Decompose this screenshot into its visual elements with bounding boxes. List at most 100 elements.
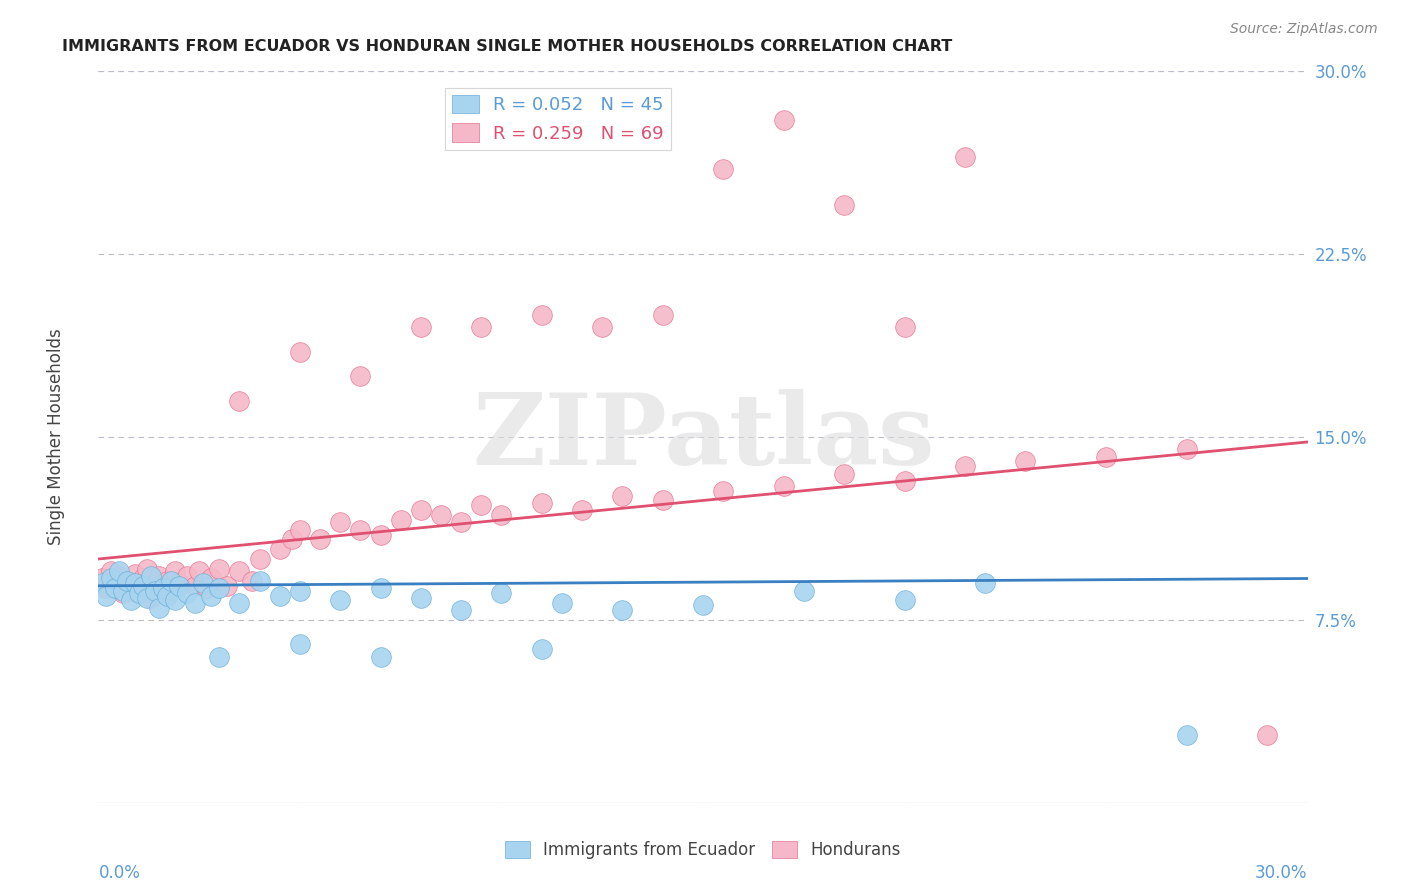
Point xyxy=(349,369,371,384)
Point xyxy=(128,579,150,593)
Point xyxy=(132,572,155,586)
Point xyxy=(491,586,513,600)
Point xyxy=(100,564,122,578)
Point xyxy=(711,483,734,498)
Point xyxy=(115,574,138,588)
Point xyxy=(200,589,222,603)
Point xyxy=(96,589,118,603)
Point xyxy=(249,574,271,588)
Point xyxy=(953,459,976,474)
Point xyxy=(249,552,271,566)
Point xyxy=(309,533,332,547)
Text: Single Mother Households: Single Mother Households xyxy=(46,329,65,545)
Point xyxy=(139,569,162,583)
Point xyxy=(135,591,157,605)
Point xyxy=(188,564,211,578)
Point xyxy=(176,586,198,600)
Point xyxy=(409,503,432,517)
Point xyxy=(288,523,311,537)
Point xyxy=(148,569,170,583)
Point xyxy=(128,586,150,600)
Point xyxy=(160,581,183,595)
Point xyxy=(148,600,170,615)
Point xyxy=(1256,727,1278,741)
Point xyxy=(329,516,352,530)
Point xyxy=(143,576,166,591)
Text: Source: ZipAtlas.com: Source: ZipAtlas.com xyxy=(1230,22,1378,37)
Point xyxy=(711,161,734,176)
Point xyxy=(491,508,513,522)
Point xyxy=(893,593,915,607)
Point xyxy=(107,564,129,578)
Point xyxy=(772,479,794,493)
Point xyxy=(349,523,371,537)
Point xyxy=(115,574,138,588)
Legend: R = 0.052   N = 45, R = 0.259   N = 69: R = 0.052 N = 45, R = 0.259 N = 69 xyxy=(444,87,671,150)
Point xyxy=(832,198,855,212)
Point xyxy=(1175,442,1198,457)
Point xyxy=(450,603,472,617)
Point xyxy=(91,576,114,591)
Point xyxy=(389,513,412,527)
Text: ZIPatlas: ZIPatlas xyxy=(472,389,934,485)
Point xyxy=(1014,454,1036,468)
Point xyxy=(167,576,190,591)
Text: 0.0%: 0.0% xyxy=(98,863,141,882)
Point xyxy=(953,150,976,164)
Point xyxy=(228,596,250,610)
Point xyxy=(793,583,815,598)
Point xyxy=(156,574,179,588)
Point xyxy=(200,572,222,586)
Point xyxy=(269,589,291,603)
Point xyxy=(430,508,453,522)
Point xyxy=(160,574,183,588)
Point xyxy=(571,503,593,517)
Point xyxy=(329,593,352,607)
Point xyxy=(893,320,915,334)
Point xyxy=(208,649,231,664)
Point xyxy=(120,583,142,598)
Point xyxy=(217,579,239,593)
Point xyxy=(893,474,915,488)
Point xyxy=(470,320,492,334)
Point xyxy=(530,496,553,510)
Point xyxy=(772,113,794,128)
Point xyxy=(370,527,392,541)
Point xyxy=(111,586,134,600)
Point xyxy=(591,320,613,334)
Point xyxy=(288,637,311,651)
Point xyxy=(143,583,166,598)
Point xyxy=(450,516,472,530)
Point xyxy=(184,579,207,593)
Point xyxy=(132,579,155,593)
Point xyxy=(103,576,125,591)
Point xyxy=(91,572,114,586)
Point xyxy=(470,499,492,513)
Point xyxy=(409,320,432,334)
Point xyxy=(103,581,125,595)
Point xyxy=(832,467,855,481)
Point xyxy=(96,581,118,595)
Point xyxy=(100,572,122,586)
Point xyxy=(1095,450,1118,464)
Point xyxy=(184,596,207,610)
Point xyxy=(156,589,179,603)
Point xyxy=(124,576,146,591)
Point xyxy=(551,596,574,610)
Point xyxy=(692,599,714,613)
Point xyxy=(107,569,129,583)
Point xyxy=(152,586,174,600)
Point xyxy=(651,308,673,322)
Point xyxy=(195,581,218,595)
Point xyxy=(269,542,291,557)
Point xyxy=(612,489,634,503)
Point xyxy=(163,593,186,607)
Point xyxy=(208,581,231,595)
Legend: Immigrants from Ecuador, Hondurans: Immigrants from Ecuador, Hondurans xyxy=(498,834,908,866)
Text: IMMIGRANTS FROM ECUADOR VS HONDURAN SINGLE MOTHER HOUSEHOLDS CORRELATION CHART: IMMIGRANTS FROM ECUADOR VS HONDURAN SING… xyxy=(62,38,952,54)
Point xyxy=(281,533,304,547)
Point xyxy=(228,564,250,578)
Point xyxy=(111,583,134,598)
Point xyxy=(163,564,186,578)
Point xyxy=(612,603,634,617)
